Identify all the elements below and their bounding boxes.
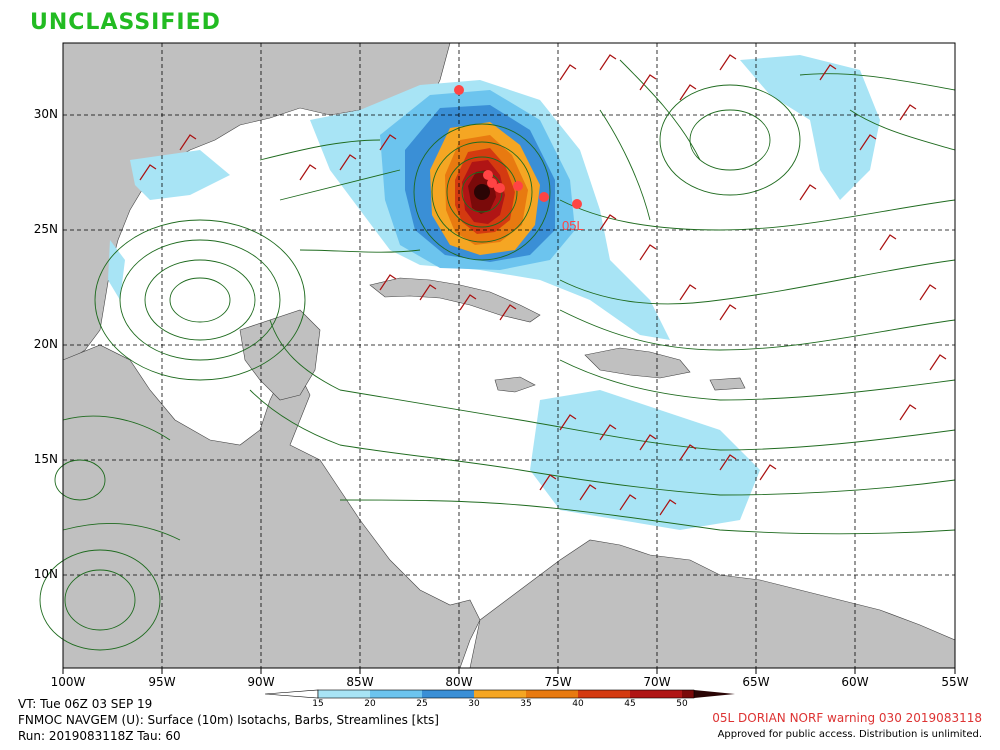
lat-lon-grid [63,43,955,668]
storm-track [454,85,582,209]
lon-label-90w: 90W [247,675,275,689]
colorbar-swatch [578,690,630,698]
track-point [494,184,502,192]
track-point [454,85,464,95]
track-point [513,181,523,191]
colorbar-swatch [526,690,578,698]
colorbar-label: 15 [312,699,324,709]
lon-label-100w: 100W [50,675,86,689]
valid-time: VT: Tue 06Z 03 SEP 19 [18,697,153,711]
lon-label-85w: 85W [346,675,374,689]
lon-label-80w: 80W [445,675,473,689]
track-point [483,170,493,180]
product-description: FNMOC NAVGEM (U): Surface (10m) Isotachs… [18,713,439,727]
lat-label-10n: 10N [33,567,58,581]
colorbar-swatch [474,690,526,698]
colorbar-label: 50 [676,699,688,709]
lat-label-20n: 20N [33,337,58,351]
classification-banner: UNCLASSIFIED [30,10,221,35]
colorbar-label: 20 [364,699,376,709]
colorbar-label: 35 [520,699,532,709]
colorbar-swatch [630,690,682,698]
lon-label-70w: 70W [643,675,671,689]
colorbar-swatch [318,690,370,698]
lon-label-95w: 95W [148,675,176,689]
tick-marks [62,668,956,674]
colorbar-label: 40 [572,699,584,709]
colorbar-label: 25 [416,699,428,709]
lat-label-15n: 15N [33,452,58,466]
lon-label-75w: 75W [544,675,572,689]
map-frame [62,42,956,669]
run-info: Run: 2019083118Z Tau: 60 [18,729,181,743]
isotach-colorbar [264,689,735,699]
lon-label-55w: 55W [941,675,969,689]
distribution-statement: Approved for public access. Distribution… [717,729,982,740]
colorbar-swatch [682,690,694,698]
colorbar-swatch [422,690,474,698]
lon-label-60w: 60W [841,675,869,689]
colorbar-left-arrow [264,689,319,699]
wind-barbs [139,54,947,516]
lat-label-30n: 30N [33,107,58,121]
storm-warning-info: 05L DORIAN NORF warning 030 2019083118 [712,711,982,725]
streamlines [39,59,956,651]
track-point [487,178,497,188]
land-masses [62,42,956,669]
lat-label-25n: 25N [33,222,58,236]
lon-label-65w: 65W [742,675,770,689]
track-point [539,192,549,202]
colorbar-label: 45 [624,699,636,709]
colorbar-label: 30 [468,699,480,709]
colorbar-swatch [370,690,422,698]
track-point [572,199,582,209]
colorbar-right-arrow [694,690,735,698]
storm-label: 05L [562,218,584,233]
